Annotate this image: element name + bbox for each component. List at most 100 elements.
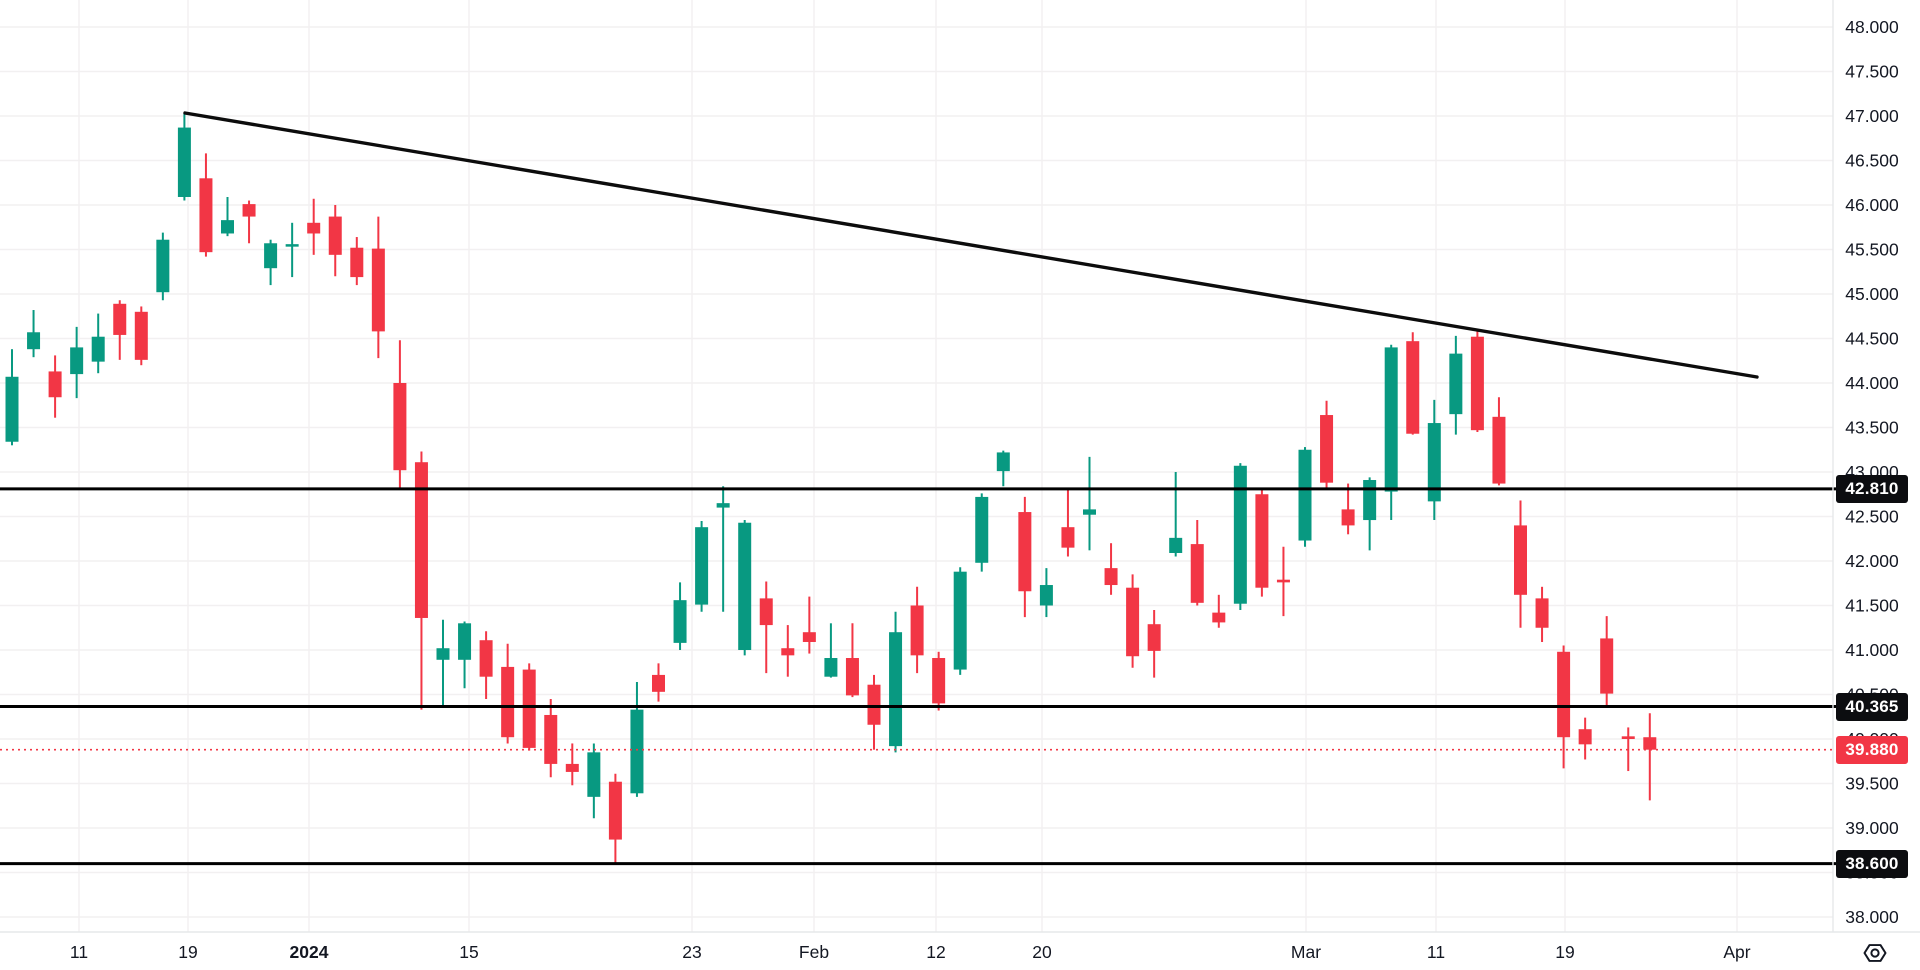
candle-body	[1621, 736, 1635, 739]
price-tick-label: 39.500	[1845, 774, 1899, 794]
candle-body	[1126, 587, 1140, 657]
candle-body	[1449, 353, 1463, 415]
candle-body	[932, 658, 946, 704]
candle-body	[221, 220, 234, 234]
hexagon-outline	[1863, 944, 1887, 962]
price-level-badge: 38.600	[1836, 849, 1908, 878]
price-tick-label: 41.500	[1845, 596, 1899, 616]
candle-body	[1406, 341, 1420, 434]
price-tick-label: 47.000	[1845, 106, 1899, 126]
price-tick-label: 38.000	[1845, 907, 1899, 927]
candle-body	[1535, 598, 1549, 628]
price-level-badge: 42.810	[1836, 474, 1908, 503]
candle-body	[845, 658, 859, 696]
candle-body	[522, 669, 536, 748]
candle-body	[1470, 336, 1484, 431]
candle-body	[781, 648, 795, 656]
price-tick-label: 46.500	[1845, 151, 1899, 171]
price-tick-label: 45.500	[1845, 240, 1899, 260]
price-tick-label: 46.000	[1845, 195, 1899, 215]
candle-body	[414, 462, 428, 618]
candle-body	[48, 371, 62, 398]
price-tick-label: 41.000	[1845, 640, 1899, 660]
candle-body	[1255, 494, 1269, 588]
candle-body	[1578, 729, 1592, 745]
candle-body	[1083, 509, 1096, 515]
candle-body	[824, 658, 838, 677]
candle-body	[565, 763, 579, 772]
descending-trendline[interactable]	[183, 111, 1759, 379]
price-tick-label: 43.500	[1845, 418, 1899, 438]
candle-body	[5, 376, 19, 442]
candle-body	[1320, 415, 1334, 483]
candle-body	[802, 632, 816, 642]
candle-body	[608, 781, 622, 840]
candle-body	[695, 527, 709, 605]
candle-body	[350, 247, 364, 278]
candle-body	[1427, 423, 1441, 502]
candle-body	[975, 496, 989, 563]
candle-body	[1212, 612, 1226, 623]
time-tick-label: 20	[1032, 942, 1052, 962]
candle-body	[1557, 651, 1571, 738]
candle-body	[1104, 568, 1118, 586]
candle-body	[134, 311, 148, 360]
candle-body	[1061, 527, 1075, 548]
candle-body	[156, 239, 170, 293]
price-tick-label: 47.500	[1845, 62, 1899, 82]
candle-body	[587, 752, 601, 797]
price-tick-label: 39.000	[1845, 818, 1899, 838]
candle-body	[113, 303, 127, 335]
candle-body	[479, 640, 493, 677]
price-tick-label: 45.000	[1845, 284, 1899, 304]
candle-body	[953, 571, 967, 670]
price-tick-label: 42.000	[1845, 551, 1899, 571]
time-tick-label: 15	[459, 942, 478, 962]
candle-body	[1233, 465, 1247, 604]
candle-body	[70, 347, 84, 375]
candle-body	[759, 598, 773, 626]
candle-body	[867, 684, 881, 725]
candle-body	[1363, 480, 1377, 521]
candle-body	[652, 674, 665, 692]
candle-body	[1147, 624, 1161, 651]
candle-body	[501, 666, 515, 738]
time-tick-label: 11	[1427, 942, 1445, 962]
scales-settings-icon[interactable]	[1860, 939, 1890, 967]
center-dot	[1870, 948, 1880, 958]
candle-body	[1643, 737, 1657, 750]
candle-body	[1492, 416, 1506, 484]
time-tick-label: 19	[1555, 942, 1574, 962]
candle-body	[27, 332, 41, 350]
candle-body	[1514, 525, 1527, 595]
candle-body	[1276, 579, 1290, 583]
candle-body	[242, 204, 256, 217]
time-tick-label: 23	[682, 942, 701, 962]
candle-body	[1384, 347, 1398, 492]
candle-body	[996, 452, 1010, 472]
price-tick-label: 48.000	[1845, 17, 1899, 37]
candle-body	[285, 244, 299, 247]
candle-body	[91, 336, 105, 362]
candle-body	[716, 503, 730, 508]
candle-body	[1298, 449, 1312, 541]
candle-body	[673, 600, 687, 643]
candle-body	[1018, 512, 1032, 592]
candle-body	[1190, 544, 1204, 603]
price-tick-label: 44.500	[1845, 329, 1899, 349]
time-tick-label: 2024	[290, 942, 329, 962]
time-tick-label: Mar	[1291, 942, 1321, 962]
candle-body	[393, 383, 407, 471]
candle-body	[436, 648, 450, 660]
candle-body	[371, 248, 385, 332]
current-price-badge: 39.880	[1836, 735, 1908, 764]
time-tick-label: 12	[926, 942, 945, 962]
time-tick-label: 19	[178, 942, 197, 962]
candle-body	[458, 623, 472, 660]
candle-body	[199, 178, 213, 253]
candle-body	[307, 222, 321, 234]
candle-body	[889, 632, 903, 747]
price-level-badge: 40.365	[1836, 692, 1908, 721]
